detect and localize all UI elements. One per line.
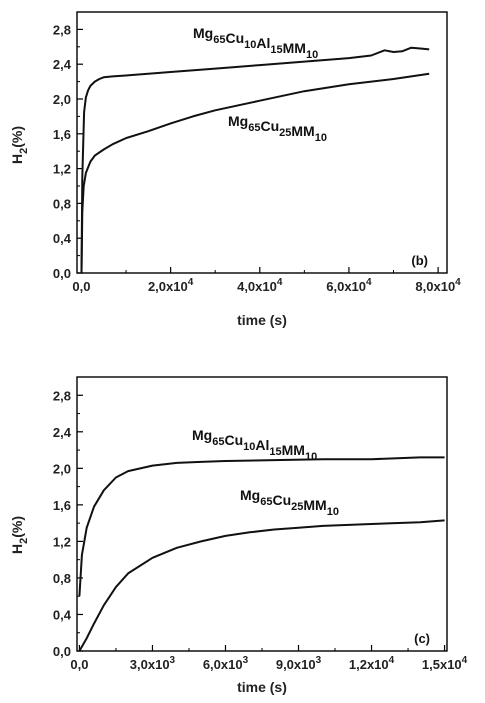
- x-axis-label: time (s): [237, 312, 287, 328]
- x-tick-label: 4,0x104: [237, 277, 283, 294]
- x-tick-label: 8,0x104: [415, 277, 461, 294]
- y-tick-label: 2,0: [53, 92, 71, 107]
- y-tick-label: 1,6: [53, 498, 71, 513]
- y-tick-label: 0,8: [53, 196, 71, 211]
- x-tick-label: 0,0: [70, 657, 88, 672]
- series-label-1: Mg65Cu10Al15MM10: [193, 25, 318, 61]
- series-line-1: [80, 46, 430, 274]
- panel-label: (b): [411, 253, 428, 268]
- y-tick-label: 2,4: [53, 57, 72, 72]
- series-line-2: [80, 72, 430, 274]
- x-tick-label: 2,0x104: [148, 277, 194, 294]
- y-tick-label: 0,0: [53, 644, 71, 659]
- y-axis-label: H2(%): [9, 516, 30, 554]
- x-tick-label: 6,0x103: [203, 655, 249, 672]
- series-line-1: [78, 456, 445, 597]
- y-tick-label: 1,2: [53, 162, 71, 177]
- panel-label: (c): [414, 631, 430, 646]
- y-tick-label: 0,4: [53, 231, 72, 246]
- plot-frame: [76, 376, 448, 652]
- series-label-1: Mg65Cu10Al15MM10: [192, 427, 317, 463]
- series-label-2: Mg65Cu25MM10: [240, 487, 339, 518]
- x-tick-label: 0,0: [72, 279, 90, 294]
- plot-frame: [76, 11, 448, 274]
- y-tick-label: 2,4: [53, 425, 72, 440]
- series-label-2: Mg65Cu25MM10: [228, 113, 327, 144]
- chart-panel-b: 0,0 0,4 0,8 1,2 1,6 2,0 2,4 2,8 0,0 2,0x104 4,0x10…: [9, 11, 461, 328]
- x-tick-label: 3,0x103: [130, 655, 176, 672]
- x-tick-label: 9,0x103: [276, 655, 322, 672]
- y-tick-label: 2,8: [53, 22, 71, 37]
- x-tick-label: 1,5x104: [422, 655, 468, 672]
- y-tick-label: 0,8: [53, 571, 71, 586]
- x-tick-label: 1,2x104: [349, 655, 395, 672]
- y-axis-label: H2(%): [9, 126, 30, 164]
- y-tick-label: 0,0: [53, 266, 71, 281]
- y-tick-label: 2,0: [53, 461, 71, 476]
- y-tick-label: 1,2: [53, 534, 71, 549]
- series-line-2: [78, 519, 445, 652]
- x-axis-label: time (s): [237, 679, 287, 695]
- y-tick-label: 0,4: [53, 607, 72, 622]
- x-tick-label: 6,0x104: [326, 277, 372, 294]
- y-tick-label: 1,6: [53, 127, 71, 142]
- y-tick-label: 2,8: [53, 388, 71, 403]
- chart-panel-c: 0,0 0,4 0,8 1,2 1,6 2,0 2,4 2,8 0,0 3,0x103 6,0x10…: [9, 376, 468, 695]
